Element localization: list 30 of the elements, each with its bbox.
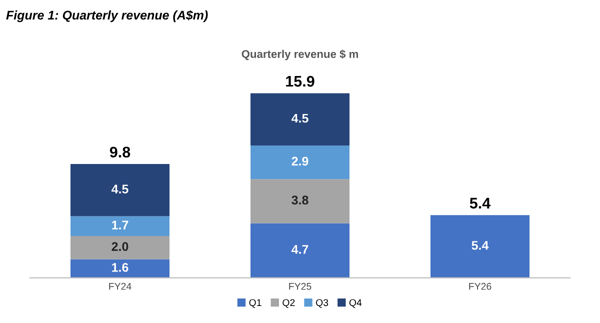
bar: [70, 236, 170, 260]
x-tick-label: FY24: [109, 282, 132, 290]
chart-title: Figure 1: Quarterly revenue (A$m): [6, 10, 208, 22]
data-label: 2.0: [112, 242, 128, 251]
bar: [250, 223, 350, 278]
data-label: 2.9: [292, 156, 308, 166]
legend-label: Q4: [349, 299, 362, 308]
x-tick-label: FY25: [289, 282, 312, 290]
bar: [250, 93, 350, 146]
x-tick-label: FY26: [469, 282, 492, 290]
bar: [250, 179, 350, 224]
chart-subtitle: Quarterly revenue $ m: [242, 50, 358, 60]
data-label: 4.5: [292, 114, 308, 123]
data-label: 4.7: [292, 245, 308, 254]
bar: [70, 164, 170, 216]
bar: [70, 216, 170, 236]
total-label: 9.8: [110, 146, 130, 158]
data-label: 5.4: [472, 241, 489, 250]
total-label: 5.4: [470, 198, 491, 209]
data-label: 3.8: [292, 196, 308, 205]
bar: [70, 259, 170, 278]
legend-label: Q2: [282, 299, 295, 308]
data-label: 1.6: [112, 262, 128, 272]
total-label: 15.9: [286, 76, 314, 87]
bar: [430, 215, 530, 278]
legend-label: Q3: [316, 299, 328, 308]
legend-label: Q1: [249, 299, 262, 308]
bar: [250, 145, 350, 180]
data-label: 4.5: [112, 184, 128, 194]
data-label: 1.7: [112, 220, 128, 230]
